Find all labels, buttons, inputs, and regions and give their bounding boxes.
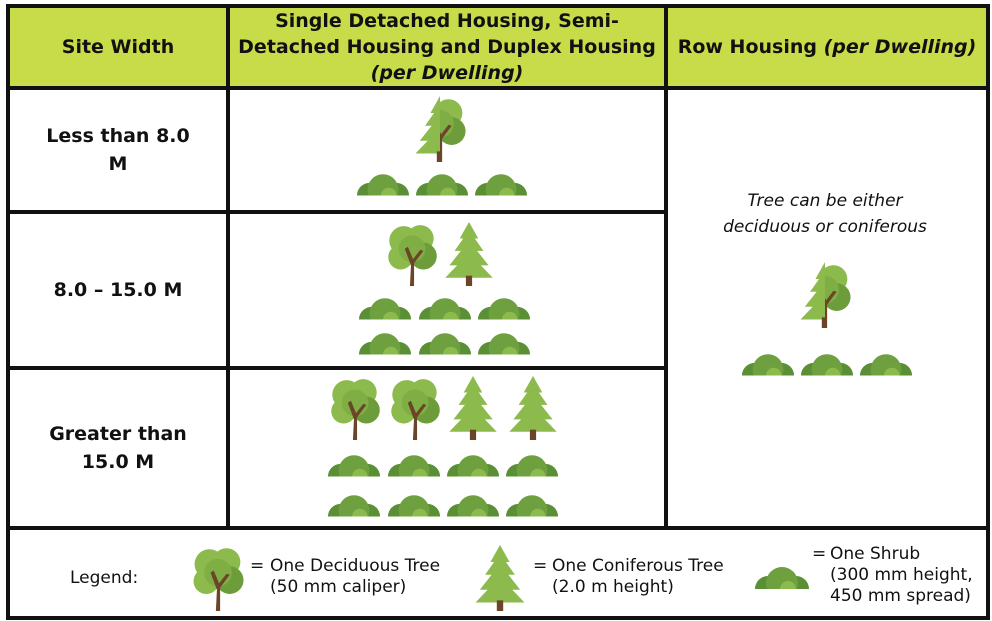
shrub-icon: [416, 174, 468, 208]
shrub-icon: [478, 298, 530, 332]
shrub-icon: [328, 455, 380, 489]
legend-detail: (2.0 m height): [552, 577, 747, 598]
coniferous-icon: [449, 376, 496, 440]
header-text: Row Housing: [678, 36, 817, 58]
shrub-icon: [359, 298, 411, 332]
legend-text: One Deciduous Tree: [270, 556, 460, 577]
equals: =: [250, 556, 264, 577]
equals: =: [533, 556, 547, 577]
either-tree-icon: [416, 96, 466, 162]
legend-shrub-icon: [755, 567, 809, 602]
site-width: Less than 8.0 M: [40, 90, 196, 210]
deciduous-icon: [331, 379, 380, 440]
legend-coniferous-icon: [476, 545, 525, 611]
header-qualifier: (per Dwelling): [824, 36, 977, 58]
equals: =: [812, 544, 826, 565]
legend-label: Legend:: [70, 568, 138, 589]
legend-item: One Coniferous Tree(2.0 m height): [552, 556, 747, 598]
legend-item: One Deciduous Tree(50 mm caliper): [270, 556, 460, 598]
legend-deciduous-icon: [194, 548, 244, 611]
legend-item: One Shrub(300 mm height, 450 mm spread): [830, 544, 980, 607]
either-tree-icon: [801, 262, 851, 328]
shrub-icon: [475, 174, 527, 208]
shrub-icon: [801, 354, 853, 388]
shrub-icon: [447, 495, 499, 529]
header-cell: Row Housing (per Dwelling): [668, 8, 986, 86]
shrub-icon: [860, 354, 912, 388]
site-width: Greater than 15.0 M: [40, 370, 196, 526]
header-qualifier: (per Dwelling): [371, 62, 524, 84]
shrub-icon: [447, 455, 499, 489]
shrub-icon: [506, 455, 558, 489]
shrub-icon: [742, 354, 794, 388]
legend-detail: (50 mm caliper): [270, 577, 460, 598]
header-cell: Single Detached Housing, Semi-Detached H…: [230, 8, 664, 86]
shrub-icon: [388, 455, 440, 489]
site-width: 8.0 – 15.0 M: [20, 214, 216, 366]
shrub-icon: [419, 298, 471, 332]
row-housing-note: Tree can be either deciduous or conifero…: [710, 186, 940, 242]
shrub-icon: [357, 174, 409, 208]
shrub-icon: [359, 333, 411, 367]
shrub-icon: [328, 495, 380, 529]
header-text: Site Width: [62, 34, 174, 60]
legend-text: One Coniferous Tree: [552, 556, 747, 577]
deciduous-icon: [391, 379, 440, 440]
shrub-icon: [506, 495, 558, 529]
legend-text: One Shrub: [830, 544, 980, 565]
header-cell: Site Width: [10, 8, 226, 86]
shrub-icon: [419, 333, 471, 367]
legend-detail: (300 mm height, 450 mm spread): [830, 565, 980, 607]
header-text: Single Detached Housing, Semi-Detached H…: [238, 10, 656, 58]
coniferous-icon: [509, 376, 556, 440]
shrub-icon: [478, 333, 530, 367]
page: Site Width Single Detached Housing, Semi…: [0, 0, 992, 621]
shrub-icon: [388, 495, 440, 529]
icons: [194, 96, 913, 611]
coniferous-icon: [445, 222, 492, 286]
deciduous-icon: [388, 225, 437, 286]
